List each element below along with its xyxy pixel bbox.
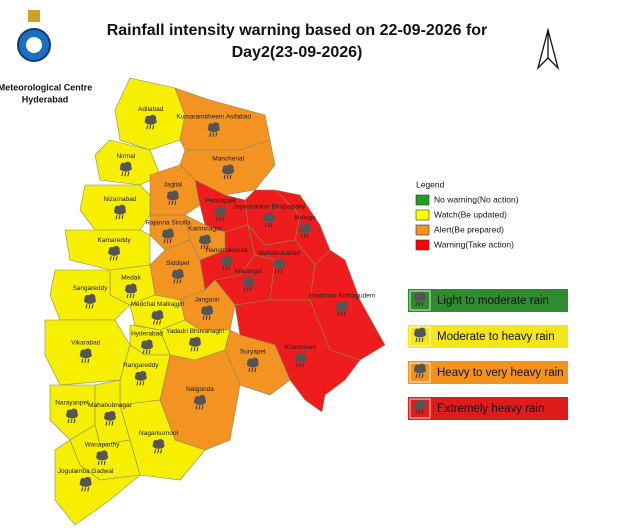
- legend-swatch: [415, 194, 430, 206]
- rain-legend-bar: [408, 397, 568, 420]
- district-labels: Adilabad Nirmal Kumarambheem Asifabad Manch…: [55, 106, 375, 492]
- district-name: Adilabad: [138, 106, 164, 113]
- district-name: Nizamabad: [104, 196, 137, 203]
- legend-swatch: [415, 224, 430, 236]
- district-name: Mahabubabad: [258, 250, 300, 257]
- district-name: Hanumakonda: [205, 247, 248, 254]
- legend-swatch: [415, 239, 430, 251]
- rain-legend-bar: [408, 361, 568, 384]
- district-name: Jangaon: [195, 297, 220, 304]
- district-area: [114, 77, 186, 151]
- district-name: Hyderabad: [131, 331, 163, 338]
- district-name: Suryapet: [240, 349, 266, 356]
- district-name: Bhadradri Kothagudem: [308, 292, 375, 299]
- rain-legend-bar: [408, 289, 568, 312]
- district-name: Medchal Malkajgiri: [131, 301, 185, 308]
- district-name: Nagarkurnool: [139, 430, 179, 437]
- legend-label: Alert(Be prepared): [434, 224, 504, 234]
- legend: No warning(No action) Watch(Be updated) Al…: [415, 194, 519, 251]
- district-name: Rajanna Sircilla: [145, 220, 191, 227]
- district-area: [54, 439, 141, 526]
- district-area: [64, 229, 151, 271]
- district-name: Jagtial: [163, 182, 182, 189]
- district-name: Karimnagar: [188, 226, 222, 233]
- legend-title: Legend: [416, 179, 445, 189]
- district-name: Medak: [121, 275, 141, 282]
- rain-legend: Light to moderate rain Moderate to heavy …: [408, 289, 568, 420]
- legend-swatch: [415, 209, 430, 221]
- title-line-2: Day2(23-09-2026): [232, 44, 363, 61]
- rain-legend-label: Light to moderate rain: [437, 295, 549, 307]
- district-name: Wanaparthy: [85, 442, 121, 449]
- district-name: Nalgonda: [186, 386, 214, 393]
- org-name: Meteorological Centre: [0, 82, 92, 92]
- district-name: Mahabubnagar: [88, 402, 133, 409]
- legend-label: Warning(Take action): [434, 239, 514, 249]
- district-name: Vikarabad: [71, 340, 101, 347]
- district-name: Narayanpet: [55, 400, 89, 407]
- org-city: Hyderabad: [22, 94, 69, 104]
- district-name: Kumarambheem Asifabad: [176, 113, 251, 120]
- legend-label: Watch(Be updated): [434, 209, 507, 219]
- district-name: Khammam: [285, 344, 316, 351]
- district-name: Mancherial: [212, 156, 244, 163]
- rain-legend-bar: [408, 325, 568, 348]
- rain-legend-label: Heavy to very heavy rain: [437, 367, 564, 379]
- district-name: Yadadri Bhuvanagiri: [166, 328, 224, 335]
- logo: [17, 10, 51, 62]
- rain-legend-label: Extremely heavy rain: [437, 403, 544, 415]
- district-name: Peddapalli: [205, 198, 235, 205]
- district-name: Jogulamba Gadwal: [58, 468, 114, 475]
- district-name: Sangareddy: [72, 285, 108, 292]
- legend-label: No warning(No action): [434, 194, 519, 204]
- district-name: Mulugu: [294, 214, 316, 221]
- district-name: Nirmal: [116, 153, 135, 160]
- district-name: Kamareddy: [98, 237, 132, 244]
- district-name: Rangareddy: [123, 362, 159, 369]
- district-name: Warangal: [235, 268, 263, 275]
- north-arrow: [536, 27, 560, 71]
- rain-legend-label: Moderate to heavy rain: [437, 331, 555, 343]
- district-name: Siddipet: [166, 260, 190, 267]
- title: Rainfall intensity warning based on 22-0…: [107, 22, 488, 39]
- district-name: Jayashankar Bhupalpally: [233, 204, 306, 211]
